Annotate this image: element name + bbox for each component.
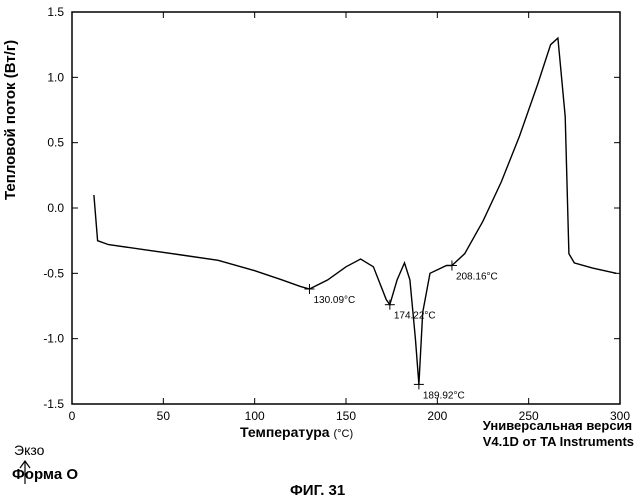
svg-text:150: 150	[336, 409, 356, 420]
version-line2: V4.1D от TA Instruments	[483, 434, 634, 450]
figure-number: ФИГ. 31	[290, 482, 345, 499]
x-axis-label-text: Температура	[240, 424, 330, 440]
svg-text:174.22°C: 174.22°C	[394, 311, 436, 322]
forma-label: Форма O	[12, 466, 78, 483]
version-line1: Универсальная версия	[483, 418, 634, 434]
x-axis-label: Температура (°C)	[240, 424, 353, 440]
svg-text:0.5: 0.5	[47, 136, 64, 150]
svg-text:50: 50	[157, 409, 171, 420]
svg-text:-1.0: -1.0	[43, 332, 64, 346]
x-axis-label-unit: (°C)	[333, 428, 353, 440]
svg-text:-0.5: -0.5	[43, 266, 64, 280]
exo-text: Экзо	[14, 442, 44, 458]
svg-text:130.09°C: 130.09°C	[313, 295, 355, 306]
svg-text:100: 100	[245, 409, 265, 420]
svg-text:208.16°C: 208.16°C	[456, 271, 498, 282]
dsc-chart: -1.5-1.0-0.50.00.51.01.50501001502002503…	[0, 0, 642, 420]
svg-text:1.5: 1.5	[47, 5, 64, 19]
version-label: Универсальная версия V4.1D от TA Instrum…	[483, 418, 634, 451]
svg-text:189.92°C: 189.92°C	[423, 390, 465, 401]
svg-text:-1.5: -1.5	[43, 397, 64, 411]
svg-text:0.0: 0.0	[47, 201, 64, 215]
y-axis-label: Тепловой поток (Вт/г)	[2, 40, 19, 200]
svg-text:200: 200	[427, 409, 447, 420]
svg-text:0: 0	[69, 409, 76, 420]
svg-text:1.0: 1.0	[47, 70, 64, 84]
figure-container: { "chart": { "type": "line", "xlim": [0,…	[0, 0, 642, 500]
